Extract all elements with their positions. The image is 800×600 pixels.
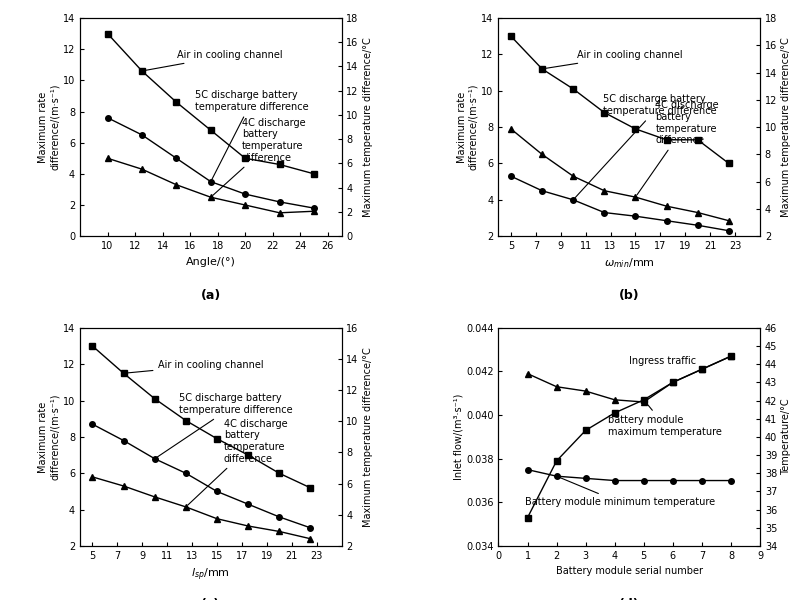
Y-axis label: Maximum rate
difference/(m·s⁻¹): Maximum rate difference/(m·s⁻¹)	[457, 84, 478, 170]
Text: Air in cooling channel: Air in cooling channel	[145, 50, 282, 70]
X-axis label: $\omega_{min}$/mm: $\omega_{min}$/mm	[604, 257, 654, 271]
Text: (c): (c)	[202, 598, 220, 600]
Text: 4C discharge
battery
temperature
difference: 4C discharge battery temperature differe…	[213, 118, 306, 196]
Text: (b): (b)	[619, 289, 639, 302]
Text: 5C discharge battery
temperature difference: 5C discharge battery temperature differe…	[575, 94, 717, 198]
Text: 5C discharge battery
temperature difference: 5C discharge battery temperature differe…	[195, 90, 309, 179]
Text: (d): (d)	[619, 598, 639, 600]
Y-axis label: Maximum rate
difference/(m·s⁻¹): Maximum rate difference/(m·s⁻¹)	[38, 394, 60, 480]
Y-axis label: Temperature/°C: Temperature/°C	[782, 398, 791, 475]
Text: Ingress traffic: Ingress traffic	[630, 356, 702, 369]
Text: 4C discharge
battery
temperature
difference: 4C discharge battery temperature differe…	[188, 419, 287, 505]
Text: 4C discharge
battery
temperature
difference: 4C discharge battery temperature differe…	[637, 100, 719, 195]
X-axis label: Angle/(°): Angle/(°)	[186, 257, 236, 266]
Text: (a): (a)	[201, 289, 221, 302]
Text: 5C discharge battery
temperature difference: 5C discharge battery temperature differe…	[157, 394, 293, 457]
Text: battery module
maximum temperature: battery module maximum temperature	[608, 402, 722, 437]
Y-axis label: Maximum temperature difference/°C: Maximum temperature difference/°C	[363, 37, 373, 217]
Text: Air in cooling channel: Air in cooling channel	[126, 360, 264, 373]
Y-axis label: Maximum temperature difference/°C: Maximum temperature difference/°C	[782, 37, 791, 217]
X-axis label: $l_{sp}$/mm: $l_{sp}$/mm	[191, 566, 230, 583]
X-axis label: Battery module serial number: Battery module serial number	[556, 566, 702, 577]
Y-axis label: Maximum rate
difference/(m·s⁻¹): Maximum rate difference/(m·s⁻¹)	[38, 84, 60, 170]
Text: Air in cooling channel: Air in cooling channel	[545, 50, 682, 68]
Text: Battery module minimum temperature: Battery module minimum temperature	[525, 477, 714, 508]
Y-axis label: Inlet flow/(m³·s⁻¹): Inlet flow/(m³·s⁻¹)	[453, 394, 463, 480]
Y-axis label: Maximum temperature difference/°C: Maximum temperature difference/°C	[363, 347, 373, 527]
